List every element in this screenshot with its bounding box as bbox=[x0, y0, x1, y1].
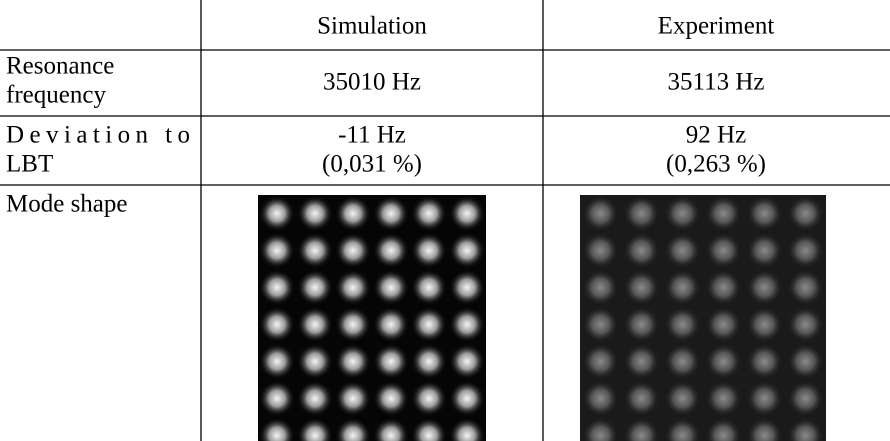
row-label: Mode shape bbox=[6, 191, 128, 218]
cell: (0,263 %) bbox=[666, 151, 766, 178]
table: Simulation Experiment Resonance frequenc… bbox=[0, 0, 890, 441]
cell: 35113 Hz bbox=[668, 69, 765, 96]
experiment-mode-image bbox=[580, 195, 826, 441]
row-label: Resonance bbox=[6, 53, 114, 80]
cell: 92 Hz bbox=[686, 122, 746, 149]
column-header: Simulation bbox=[317, 13, 427, 40]
column-header: Experiment bbox=[658, 13, 775, 40]
row-label: LBT bbox=[6, 151, 53, 178]
cell: 35010 Hz bbox=[323, 69, 421, 96]
row-label: Deviation to bbox=[6, 122, 190, 149]
simulation-mode-image bbox=[258, 195, 486, 441]
row-label: frequency bbox=[6, 82, 106, 109]
cell: -11 Hz bbox=[338, 122, 406, 149]
cell: (0,031 %) bbox=[322, 151, 422, 178]
